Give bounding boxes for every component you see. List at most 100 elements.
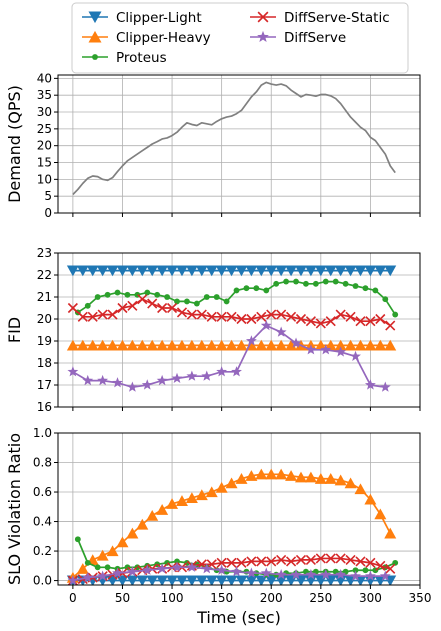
data-point <box>225 265 238 277</box>
data-point <box>253 285 260 292</box>
data-point <box>107 309 118 320</box>
data-point <box>364 493 377 505</box>
data-point <box>231 566 242 577</box>
data-point <box>275 265 288 277</box>
data-point <box>265 468 278 480</box>
data-point <box>362 285 369 292</box>
data-point <box>364 265 377 277</box>
data-point <box>97 309 108 320</box>
series-diffserve-static <box>67 294 396 331</box>
data-point <box>354 339 367 351</box>
data-point <box>276 554 287 565</box>
panel-1: 0 5 10 15 20 25 30 35 40 Demand (QPS) <box>5 71 421 220</box>
data-point <box>116 575 129 585</box>
data-point <box>205 339 218 351</box>
x-tick-label: 300 <box>359 591 382 605</box>
data-point <box>245 575 258 585</box>
data-point <box>334 265 347 277</box>
data-point <box>136 265 149 277</box>
data-point <box>286 311 297 322</box>
data-point <box>186 309 197 320</box>
data-point <box>345 311 356 322</box>
data-point <box>382 296 389 303</box>
data-point <box>235 265 248 277</box>
data-point <box>265 265 278 277</box>
data-point <box>186 370 198 381</box>
series-line <box>72 81 396 196</box>
grid <box>58 252 421 408</box>
axes-layer: 0 5 10 15 20 25 30 35 40 Demand (QPS) 16 17 18 19 20 21… <box>5 71 431 627</box>
data-point <box>147 298 158 309</box>
data-point <box>260 319 272 331</box>
data-point <box>185 265 198 277</box>
series-demand <box>72 81 396 196</box>
data-point <box>215 339 228 351</box>
data-point <box>286 556 297 567</box>
data-point <box>354 483 367 495</box>
data-point <box>226 557 237 568</box>
data-point <box>146 339 159 351</box>
data-point <box>245 567 257 578</box>
data-point <box>350 350 361 362</box>
data-point <box>141 564 153 575</box>
data-point <box>293 278 299 285</box>
y-tick-label: 0 <box>44 206 52 220</box>
data-point <box>355 316 366 327</box>
data-point <box>67 366 79 377</box>
data-point <box>166 498 179 509</box>
data-point <box>334 339 347 351</box>
data-point <box>195 575 208 585</box>
data-point <box>174 298 180 305</box>
legend-entry-proteus: Proteus <box>82 50 167 66</box>
data-point <box>175 339 188 351</box>
y-tick-label: 0.8 <box>33 456 52 470</box>
data-point <box>324 339 337 351</box>
data-point <box>273 280 280 287</box>
data-point <box>146 265 159 277</box>
data-point <box>117 302 128 314</box>
data-point <box>266 309 277 320</box>
x-tick-label: 250 <box>309 591 332 605</box>
data-point <box>96 339 109 351</box>
data-point <box>146 575 159 585</box>
y-tick-label: 1.0 <box>33 426 52 440</box>
data-point <box>223 298 230 305</box>
data-point <box>114 289 121 296</box>
x-tick-label: 0 <box>69 591 77 605</box>
legend-label: DiffServe <box>284 30 346 46</box>
y-tick-label: 0.6 <box>33 485 52 499</box>
y-axis-label: Demand (QPS) <box>5 85 24 203</box>
y-tick-label: 35 <box>37 88 52 102</box>
data-point <box>290 337 302 348</box>
data-point <box>193 300 200 307</box>
data-point <box>97 570 109 581</box>
data-point <box>335 568 347 580</box>
data-point <box>216 366 228 377</box>
data-point <box>116 265 129 277</box>
data-point <box>344 339 357 351</box>
data-point <box>171 561 183 572</box>
data-point <box>305 316 316 327</box>
y-tick-label: 18 <box>37 356 52 370</box>
y-tick-label: 16 <box>37 400 52 414</box>
data-point <box>225 477 238 489</box>
y-tick-label: 21 <box>37 290 52 304</box>
axes-frame <box>57 432 421 586</box>
data-point <box>256 556 267 567</box>
y-tick-label: 40 <box>37 71 52 85</box>
legend-marker <box>88 30 102 43</box>
data-point <box>384 527 397 539</box>
data-point <box>185 575 198 585</box>
data-point <box>275 326 287 337</box>
data-point <box>136 339 149 351</box>
data-point <box>285 339 298 351</box>
y-tick-label: 30 <box>37 105 52 119</box>
data-point <box>171 372 183 384</box>
legend-entry-diffserve-static: DiffServe-Static <box>250 10 390 26</box>
data-point <box>315 318 326 329</box>
data-point <box>76 339 89 351</box>
data-point <box>124 291 131 298</box>
data-point <box>205 575 218 585</box>
data-point <box>265 575 278 585</box>
data-point <box>203 294 210 300</box>
